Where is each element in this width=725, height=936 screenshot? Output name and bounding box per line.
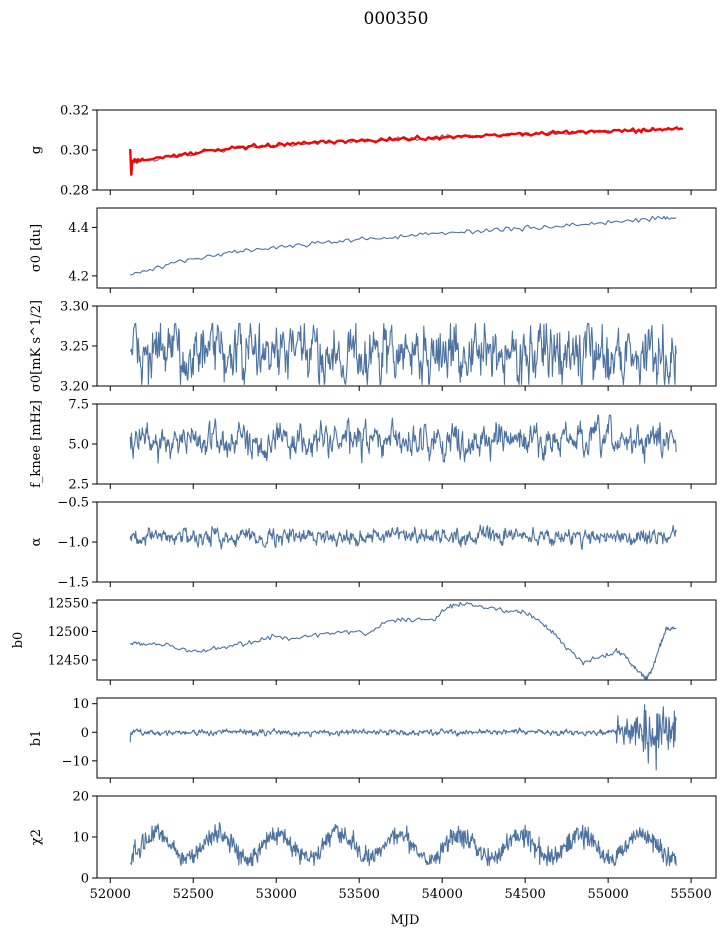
x-tick-label: 52500	[173, 887, 214, 902]
series-group-alpha	[129, 524, 677, 550]
y-axis-label-b0: b0	[11, 632, 26, 649]
panel-b1: −10 0 10 b1	[29, 697, 717, 783]
panel-b0: 12450 12500 12550 b0	[11, 596, 717, 685]
figure-title: 000350	[364, 9, 429, 29]
y-tick-label-b0: 12550	[48, 596, 89, 611]
y-tick-label-sigma0: 4.2	[68, 269, 89, 284]
axes-frame-alpha	[96, 501, 717, 583]
y-tick-label-sigma0_noise: 3.30	[60, 300, 89, 315]
series-group-b1	[129, 704, 677, 771]
series-group-g	[129, 126, 684, 176]
series-line-g-1	[129, 126, 684, 176]
series-line-b0-0	[129, 601, 677, 680]
y-tick-label-fknee: 7.5	[68, 398, 89, 413]
y-tick-label-alpha: −0.5	[57, 496, 89, 511]
y-tick-label-alpha: −1.5	[57, 576, 89, 591]
panel-sigma0_noise: 3.20 3.25 3.30 σ0[mK s^1/2]	[29, 300, 717, 395]
x-tick-label: 53500	[339, 887, 380, 902]
y-tick-label-chi2: 20	[72, 790, 89, 805]
series-line-alpha-0	[129, 524, 677, 550]
panel-alpha: −1.5 −1.0 −0.5 α	[29, 496, 717, 591]
series-group-chi2	[129, 822, 677, 867]
y-axis-label-b1: b1	[29, 730, 44, 747]
y-tick-label-b0: 12450	[48, 654, 89, 669]
x-tick-label: 53000	[256, 887, 297, 902]
y-tick-label-chi2: 0	[81, 872, 89, 887]
y-tick-label-g: 0.30	[60, 144, 89, 159]
axes-frame-b1	[96, 697, 717, 779]
y-tick-label-chi2: 10	[72, 831, 89, 846]
series-group-fknee	[129, 414, 677, 464]
panel-chi2: 0 10 20 52000 52500 53000 53500 54000 54500 55000…	[29, 790, 717, 902]
y-tick-label-fknee: 2.5	[68, 478, 89, 493]
panel-g: 0.28 0.30 0.32 g	[29, 104, 717, 199]
series-group-sigma0	[130, 215, 677, 276]
x-axis-label: MJD	[391, 913, 420, 928]
series-line-sigma0-0	[130, 215, 677, 276]
series-line-b1-0	[129, 704, 677, 771]
y-tick-label-b1: −10	[62, 754, 89, 769]
x-tick-label: 55000	[587, 887, 628, 902]
series-group-b0	[129, 601, 677, 680]
y-axis-label-g: g	[29, 146, 44, 154]
y-tick-label-fknee: 5.0	[68, 438, 89, 453]
series-line-chi2-0	[129, 822, 677, 867]
axes-frame-sigma0	[96, 207, 717, 289]
series-line-fknee-0	[129, 414, 677, 464]
axes-frame-chi2	[96, 795, 717, 879]
x-tick-label: 54000	[421, 887, 462, 902]
series-line-sigma0_noise-0	[129, 323, 677, 385]
y-tick-label-b0: 12500	[48, 625, 89, 640]
x-tick-label: 52000	[90, 887, 131, 902]
panels: 0.28 0.30 0.32 g 4.2 4.4 σ0 [du] 3.20 3.25 3.30 σ0…	[11, 104, 717, 902]
y-axis-label-alpha: α	[29, 537, 44, 546]
y-tick-label-b1: 0	[81, 726, 89, 741]
y-axis-label-sigma0_noise: σ0[mK s^1/2]	[29, 300, 44, 392]
y-tick-label-g: 0.32	[60, 104, 89, 119]
y-tick-label-alpha: −1.0	[57, 536, 89, 551]
x-tick-label: 55500	[670, 887, 711, 902]
y-tick-label-sigma0_noise: 3.25	[60, 340, 89, 355]
x-tick-label: 54500	[504, 887, 545, 902]
y-tick-label-sigma0_noise: 3.20	[60, 380, 89, 395]
panel-fknee: 2.5 5.0 7.5 f_knee [mHz]	[29, 398, 717, 493]
y-tick-label-sigma0: 4.4	[68, 221, 89, 236]
series-line-g-0	[129, 127, 677, 164]
y-tick-label-g: 0.28	[60, 184, 89, 199]
panel-sigma0: 4.2 4.4 σ0 [du]	[29, 207, 717, 293]
axes-frame-b0	[96, 599, 717, 681]
axes-frame-g	[96, 109, 717, 191]
y-axis-label-fknee: f_knee [mHz]	[29, 400, 44, 488]
series-group-sigma0_noise	[129, 323, 677, 385]
y-axis-label-sigma0: σ0 [du]	[29, 224, 44, 272]
y-tick-label-b1: 10	[72, 697, 89, 712]
y-axis-label-chi2: χ2	[29, 829, 44, 845]
